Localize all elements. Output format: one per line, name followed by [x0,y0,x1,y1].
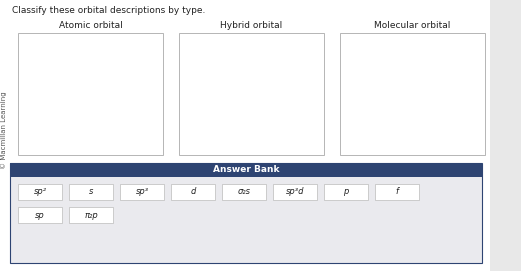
FancyBboxPatch shape [179,33,324,155]
FancyBboxPatch shape [18,184,62,200]
FancyBboxPatch shape [273,184,317,200]
FancyBboxPatch shape [10,163,482,263]
FancyBboxPatch shape [10,163,482,177]
FancyBboxPatch shape [120,184,164,200]
Text: sp³: sp³ [135,188,148,196]
FancyBboxPatch shape [0,0,490,271]
FancyBboxPatch shape [18,33,163,155]
FancyBboxPatch shape [69,207,113,223]
Text: Atomic orbital: Atomic orbital [59,21,122,30]
Text: sp³d: sp³d [286,188,304,196]
Text: Molecular orbital: Molecular orbital [374,21,451,30]
Text: sp²: sp² [33,188,46,196]
Text: © Macmillan Learning: © Macmillan Learning [1,91,7,169]
Text: π₂p: π₂p [84,211,98,220]
Text: p: p [343,188,349,196]
Text: d: d [190,188,196,196]
Text: σ₂s: σ₂s [238,188,251,196]
Text: sp: sp [35,211,45,220]
Text: s: s [89,188,93,196]
FancyBboxPatch shape [69,184,113,200]
FancyBboxPatch shape [375,184,419,200]
FancyBboxPatch shape [18,207,62,223]
Text: Classify these orbital descriptions by type.: Classify these orbital descriptions by t… [12,6,205,15]
FancyBboxPatch shape [340,33,485,155]
Text: Answer Bank: Answer Bank [213,166,279,175]
FancyBboxPatch shape [171,184,215,200]
FancyBboxPatch shape [222,184,266,200]
Text: f: f [395,188,399,196]
FancyBboxPatch shape [324,184,368,200]
Text: Hybrid orbital: Hybrid orbital [220,21,282,30]
